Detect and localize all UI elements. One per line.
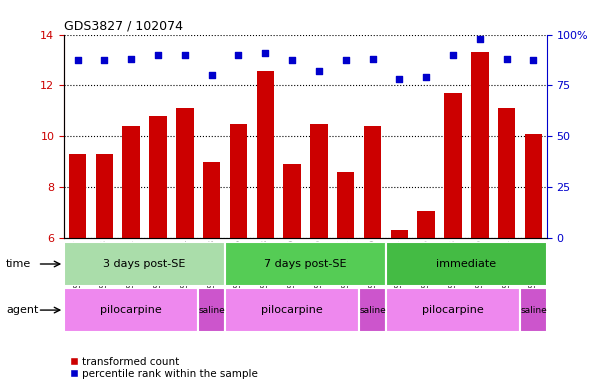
Point (341, 57, 351, 63)
Legend: transformed count, percentile rank within the sample: transformed count, percentile rank withi… (70, 357, 258, 379)
Text: pilocarpine: pilocarpine (100, 305, 162, 315)
Point (233, 52, 243, 58)
Bar (203, 162, 221, 238)
Text: saline: saline (359, 306, 386, 314)
Point (368, 56, 378, 62)
Text: pilocarpine: pilocarpine (262, 305, 323, 315)
Bar (225, 288, 359, 332)
Bar (230, 124, 247, 238)
Point (529, 57, 538, 63)
Text: time: time (6, 259, 31, 269)
Bar (498, 108, 515, 238)
Bar (471, 52, 489, 238)
Bar (525, 134, 542, 238)
Point (126, 56, 136, 62)
Bar (359, 288, 386, 332)
Bar (520, 288, 547, 332)
Text: 3 days post-SE: 3 days post-SE (103, 259, 186, 269)
Bar (64, 288, 198, 332)
Point (153, 52, 163, 58)
Point (502, 56, 511, 62)
Bar (310, 124, 327, 238)
Text: immediate: immediate (436, 259, 497, 269)
Point (180, 52, 190, 58)
Point (207, 72, 216, 78)
Point (422, 74, 431, 80)
Point (475, 36, 485, 42)
Point (287, 57, 297, 63)
Bar (198, 288, 225, 332)
Point (448, 52, 458, 58)
Bar (386, 242, 547, 286)
Bar (364, 126, 381, 238)
Bar (96, 154, 113, 238)
Text: saline: saline (198, 306, 225, 314)
Text: GDS3827 / 102074: GDS3827 / 102074 (64, 19, 183, 32)
Bar (225, 242, 386, 286)
Bar (122, 126, 140, 238)
Bar (284, 164, 301, 238)
Bar (444, 93, 462, 238)
Text: agent: agent (6, 305, 38, 315)
Bar (386, 288, 520, 332)
Text: saline: saline (520, 306, 547, 314)
Point (314, 68, 324, 74)
Bar (64, 242, 225, 286)
Point (73, 57, 82, 63)
Bar (176, 108, 194, 238)
Point (260, 50, 270, 56)
Point (395, 76, 404, 83)
Bar (257, 71, 274, 238)
Text: 7 days post-SE: 7 days post-SE (264, 259, 347, 269)
Bar (69, 154, 86, 238)
Bar (390, 230, 408, 238)
Bar (149, 116, 167, 238)
Bar (337, 172, 354, 238)
Text: pilocarpine: pilocarpine (422, 305, 484, 315)
Bar (417, 211, 435, 238)
Point (100, 57, 109, 63)
